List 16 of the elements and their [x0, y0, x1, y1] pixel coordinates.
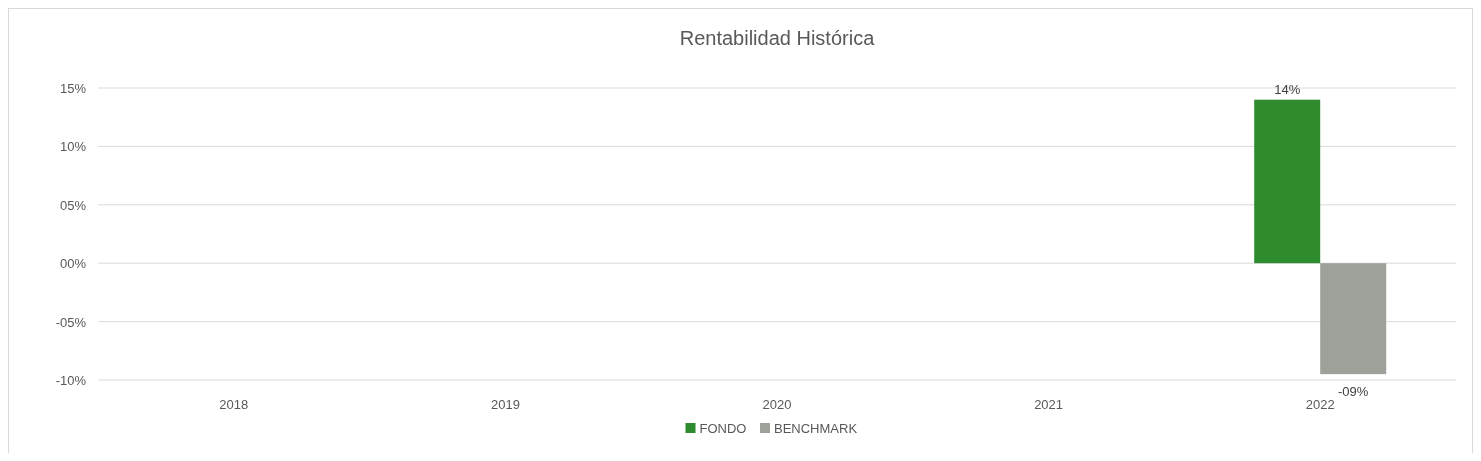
legend-label: FONDO — [699, 421, 747, 436]
x-tick-label: 2020 — [762, 397, 792, 412]
chart-title: Rentabilidad Histórica — [679, 27, 876, 49]
y-tick-label: 05% — [59, 197, 87, 213]
y-tick-label: -10% — [55, 373, 87, 388]
x-tick-label: 2021 — [1034, 397, 1064, 412]
y-tick-label: 15% — [59, 81, 87, 96]
legend-label: BENCHMARK — [774, 421, 858, 436]
x-tick-label: 2018 — [219, 397, 249, 412]
x-tick-label: 2019 — [490, 397, 520, 412]
data-label: -09% — [1338, 384, 1369, 400]
x-tick-label: 2022 — [1305, 397, 1335, 412]
y-tick-label: 10% — [59, 139, 87, 155]
data-label: 14% — [1274, 81, 1301, 97]
y-tick-label: 00% — [59, 256, 87, 272]
y-tick-label: -05% — [55, 314, 87, 330]
